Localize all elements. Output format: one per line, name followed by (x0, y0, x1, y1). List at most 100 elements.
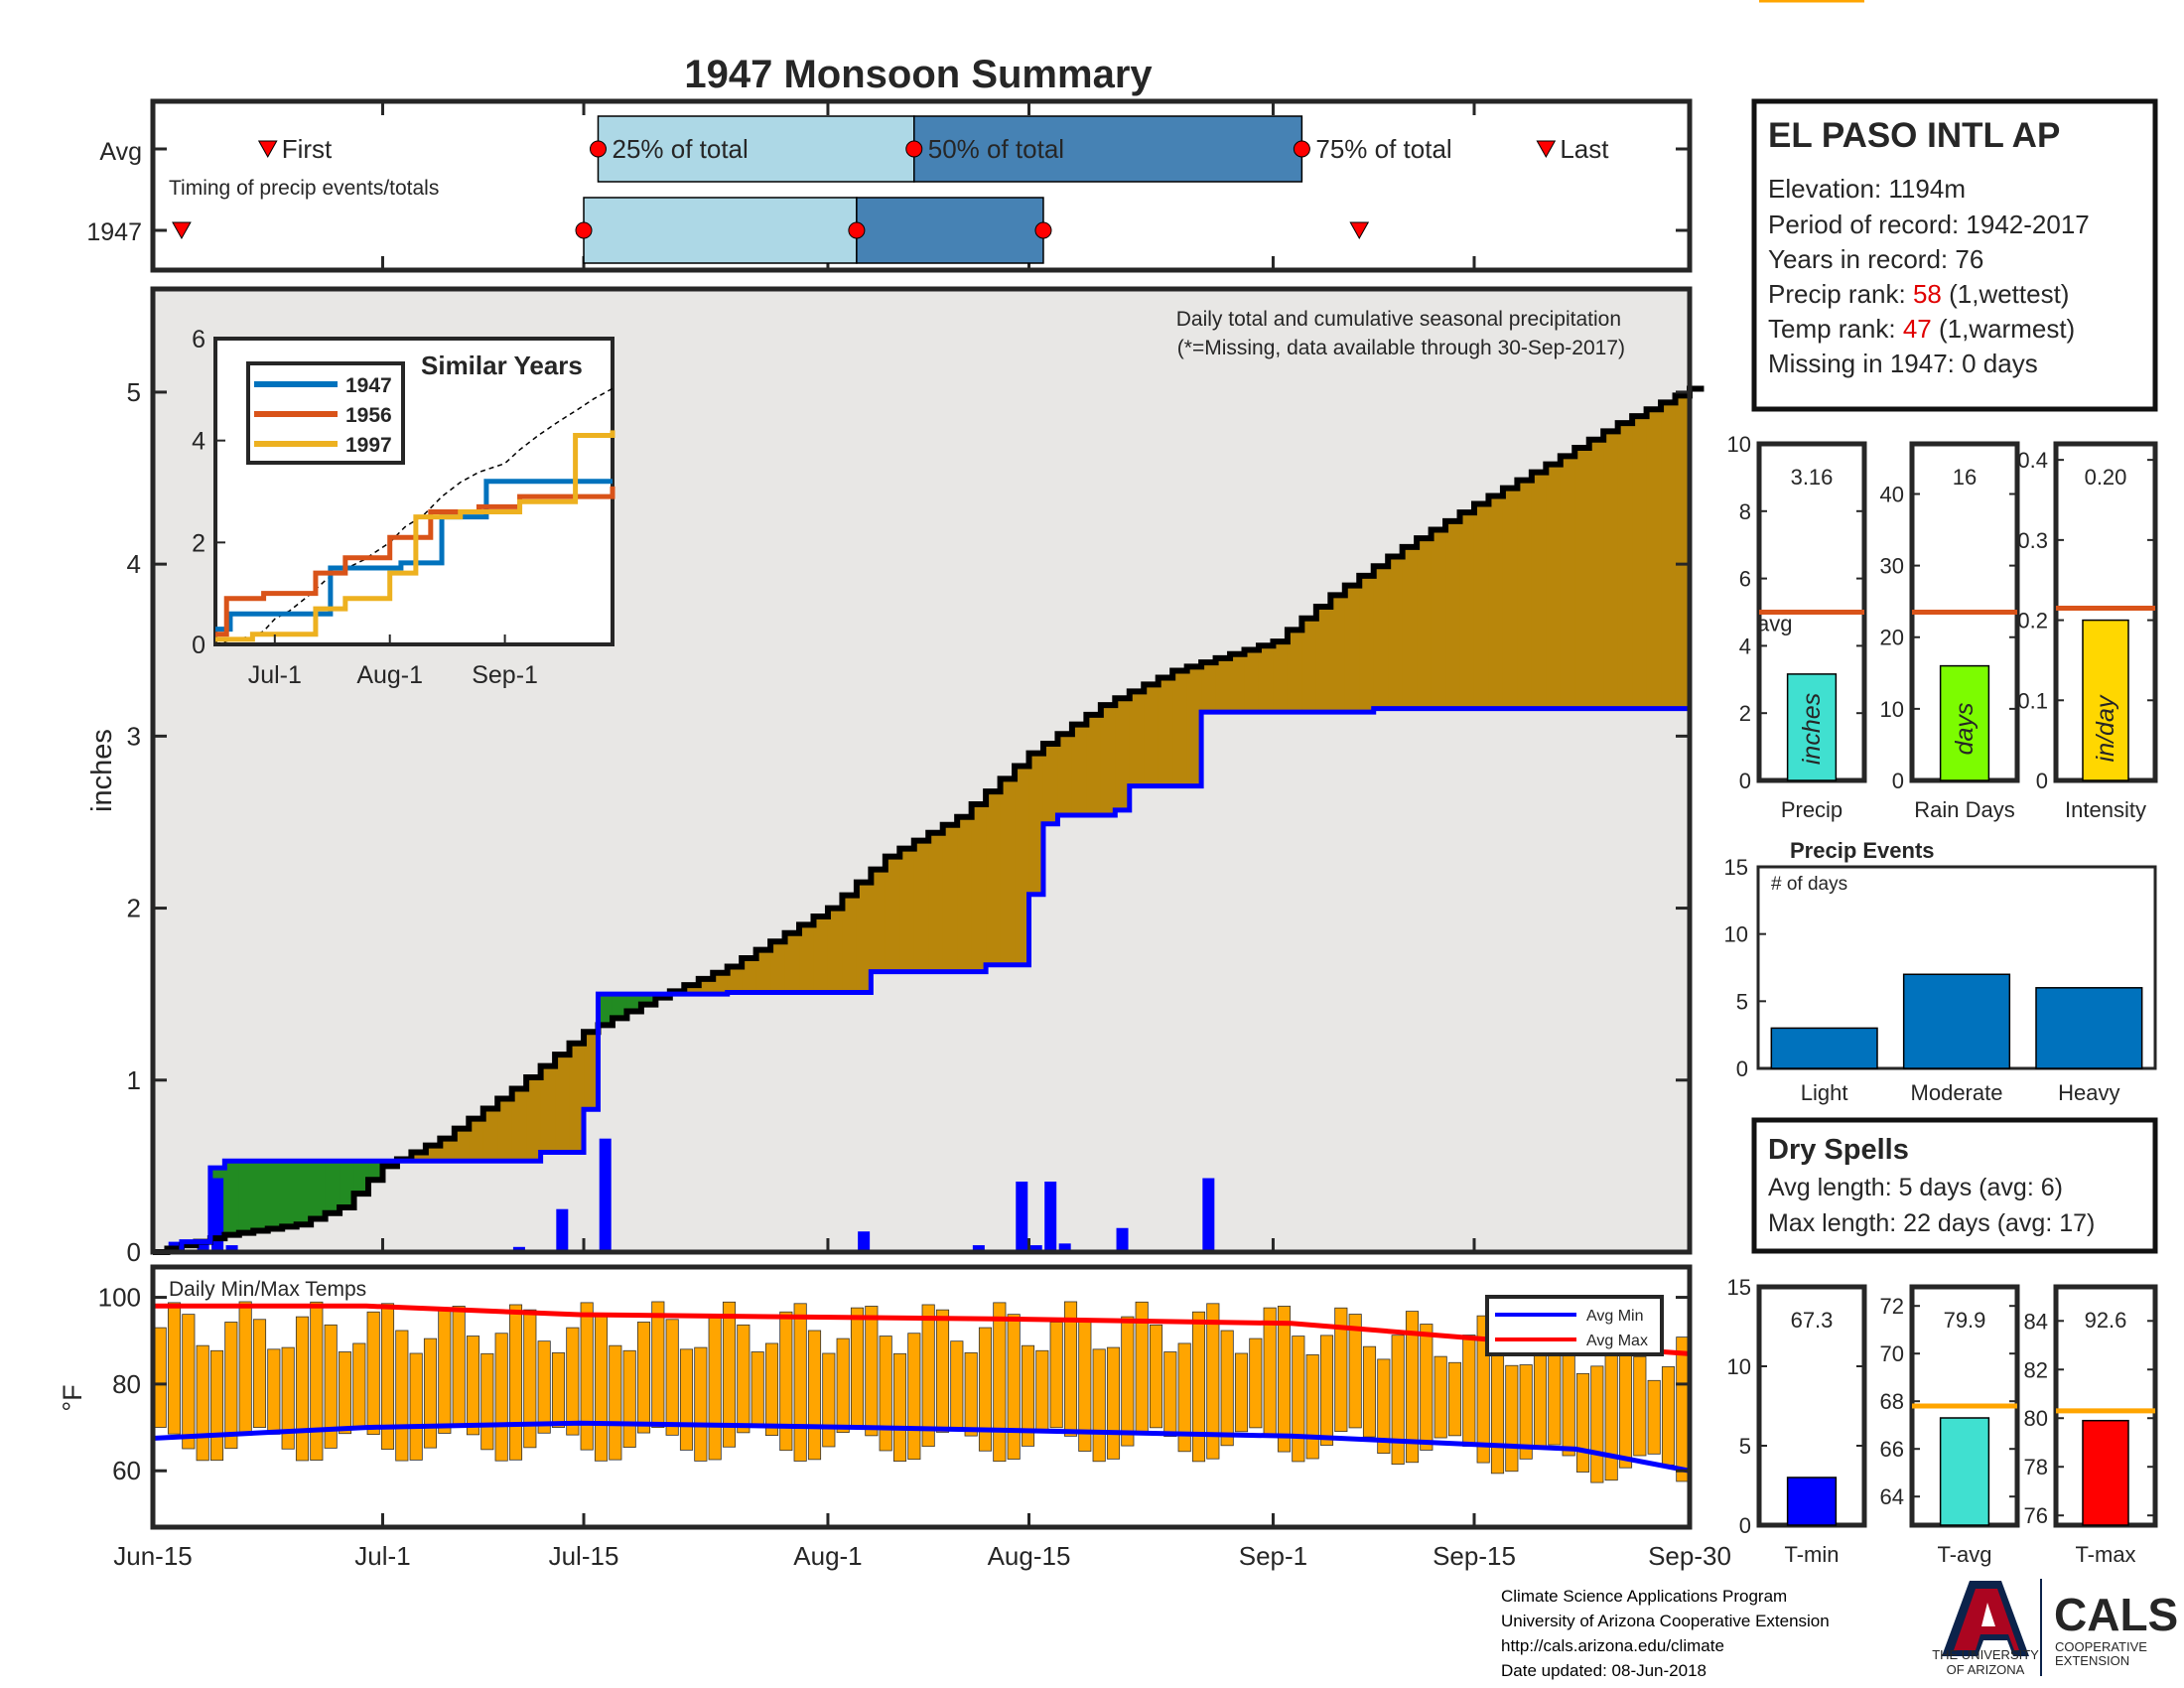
inset-xtick-label: Jul-1 (248, 661, 302, 689)
daily-temp-bar (366, 1311, 380, 1436)
stat-ytick-label: 82 (2024, 1357, 2048, 1382)
main-ytick-label: 4 (127, 549, 141, 579)
stat-ytick-label: 15 (1727, 1275, 1751, 1300)
cumulative-diff-fill (612, 994, 628, 1019)
daily-temp-bar (1292, 1336, 1305, 1463)
ua-line1: THE UNIVERSITY (1932, 1647, 2039, 1662)
daily-temp-bar (1633, 1355, 1647, 1457)
daily-temp-bar (1562, 1344, 1575, 1457)
events-ytick-label: 0 (1736, 1056, 1748, 1081)
stat-label: Precip (1781, 797, 1843, 822)
daily-temp-bar (822, 1352, 836, 1448)
cumulative-diff-fill (827, 908, 844, 993)
daily-precip-bar (858, 1231, 871, 1252)
daily-temp-bar (1263, 1307, 1277, 1438)
stat-panel-precip: 0 2 4 6 8 10 3.16 Precip inches avg (1727, 432, 1867, 822)
station-years: Years in record: 76 (1768, 244, 1983, 274)
cumulative-diff-fill (1144, 684, 1160, 786)
daily-temp-bar (1590, 1365, 1604, 1483)
timing-caption: Timing of precip events/totals (169, 177, 439, 200)
daily-temp-bar (807, 1330, 822, 1461)
cumulative-diff-fill (497, 1098, 513, 1162)
events-ytick-label: 15 (1724, 855, 1748, 880)
temp-ytick-label: 60 (112, 1456, 141, 1485)
cumulative-diff-fill (1086, 714, 1102, 816)
stat-value-bar (2082, 1419, 2129, 1526)
cumulative-diff-fill (1417, 538, 1433, 709)
daily-temp-bar (622, 1349, 636, 1448)
inset-series-1947 (215, 479, 613, 633)
cumulative-diff-fill (368, 1161, 384, 1181)
stat-panel-intensity: 0 0.1 0.2 0.3 0.4 0.20 Intensity in/day (2017, 441, 2158, 822)
cumulative-diff-fill (555, 1055, 571, 1153)
daily-temp-bar (850, 1307, 865, 1429)
cumulative-diff-fill (1057, 734, 1073, 816)
stat-unit: days (1951, 703, 1979, 756)
temp-ylabel: °F (58, 1384, 87, 1411)
cumulative-diff-fill (928, 832, 944, 972)
stat-value-bar (1939, 1417, 1990, 1526)
cumulative-diff-fill (1230, 653, 1246, 713)
cumulative-diff-fill (1258, 645, 1275, 713)
footer-line1: Climate Science Applications Program (1501, 1587, 1788, 1606)
cals-logo: CALS COOPERATIVE EXTENSION (2054, 1589, 2178, 1668)
daily-temp-bar (452, 1306, 466, 1428)
cumulative-diff-fill (856, 882, 872, 993)
stat-value-text: 67.3 (1791, 1308, 1834, 1333)
cumulative-diff-fill (957, 816, 973, 972)
stat-ytick-label: 0 (2036, 769, 2048, 793)
daily-temp-bar (551, 1351, 566, 1429)
inset-series-1997 (215, 430, 615, 642)
stat-ytick-label: 0 (1892, 769, 1904, 793)
timing-box-q25-q50 (583, 197, 858, 264)
cumulative-diff-fill (1344, 585, 1360, 713)
daily-temp-bar (1191, 1311, 1206, 1463)
daily-temp-bar (1334, 1307, 1348, 1433)
cumulative-diff-fill (340, 1161, 355, 1207)
cumulative-diff-fill (784, 932, 800, 993)
daily-temp-bar (1377, 1358, 1391, 1455)
footer-line2: University of Arizona Cooperative Extens… (1501, 1612, 1830, 1630)
daily-temp-bar (480, 1352, 494, 1451)
daily-temp-bar (196, 1344, 209, 1462)
cumulative-diff-fill (353, 1161, 369, 1195)
event-label: Moderate (1911, 1080, 2003, 1105)
cumulative-diff-fill (1588, 439, 1604, 709)
daily-temp-bar (779, 1311, 793, 1452)
daily-temp-bar (182, 1314, 196, 1450)
stat-panel-t-max: 76 78 80 82 84 92.6 T-max (2024, 1284, 2158, 1567)
cumulative-diff-fill (311, 1161, 327, 1219)
daily-temp-bar (1319, 1335, 1334, 1446)
daily-temp-bar (1049, 1322, 1063, 1429)
avg-min-line (152, 1420, 1691, 1474)
cumulative-diff-fill (1042, 743, 1059, 824)
station-info-frame (1751, 98, 2158, 412)
precip-events-ylabel: # of days (1771, 874, 1847, 895)
cumulative-diff-fill (1028, 753, 1044, 895)
cumulative-diff-fill (482, 1108, 498, 1162)
daily-temp-bar (281, 1346, 295, 1450)
daily-temp-bar (993, 1302, 1007, 1463)
main-ytick-label: 5 (127, 377, 141, 407)
daily-temp-bar (907, 1333, 921, 1461)
daily-temp-bar (879, 1336, 892, 1452)
daily-temp-bar (380, 1303, 395, 1450)
daily-temp-bar (295, 1316, 310, 1462)
cumulative-diff-fill (1000, 778, 1016, 965)
stat-ytick-label: 10 (1727, 1354, 1751, 1379)
daily-temp-bar (238, 1301, 252, 1435)
dry-spells-max: Max length: 22 days (avg: 17) (1768, 1209, 2095, 1237)
daily-temp-bar (694, 1346, 708, 1462)
timing-q75-label: 75% of total (1315, 134, 1451, 164)
cumulative-diff-fill (813, 915, 829, 993)
stat-label: T-max (2075, 1542, 2135, 1567)
temp-xtick-label: Jul-15 (549, 1541, 619, 1571)
timing-first-last-marker (1349, 221, 1370, 240)
cumulative-diff-fill (325, 1161, 341, 1213)
station-elevation: Elevation: 1194m (1768, 174, 1966, 204)
daily-temp-bar (395, 1330, 409, 1462)
temp-ytick-label: 100 (98, 1283, 141, 1313)
daily-precip-bar (197, 1241, 209, 1252)
cumulative-diff-fill (684, 985, 700, 995)
cumulative-diff-fill (569, 1043, 585, 1153)
